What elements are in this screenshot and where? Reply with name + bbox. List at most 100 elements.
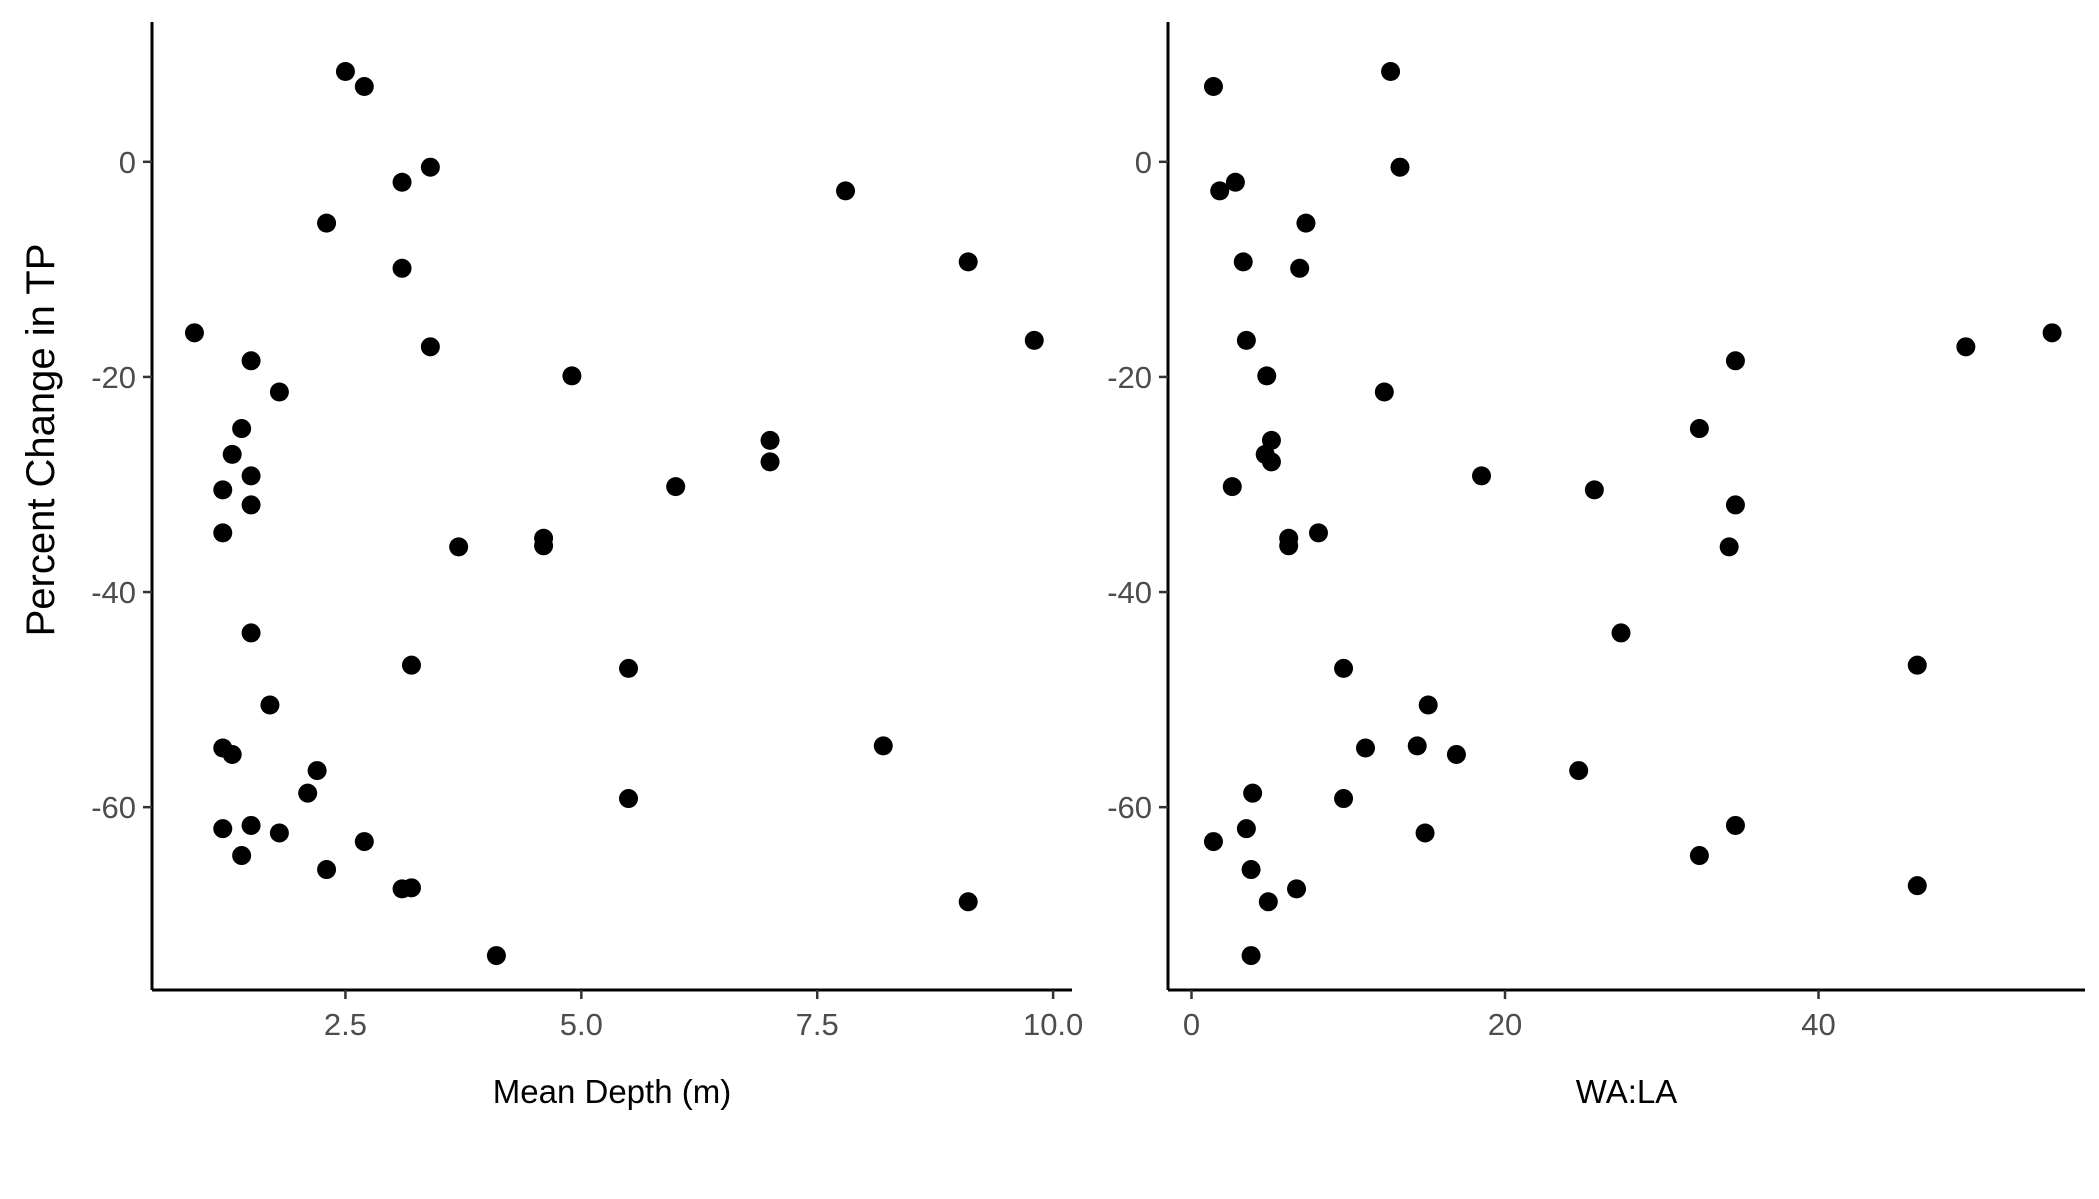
data-point <box>241 466 261 486</box>
data-point <box>1956 337 1976 357</box>
data-point <box>1689 846 1709 866</box>
data-point <box>1241 946 1261 966</box>
data-point <box>1719 537 1739 557</box>
data-point <box>1243 783 1263 803</box>
data-point <box>354 77 374 97</box>
x-axis-title: WA:LA <box>1576 1073 1677 1110</box>
data-point <box>1296 213 1316 233</box>
y-tick-label: 0 <box>119 145 136 180</box>
data-point <box>1210 181 1230 201</box>
data-point <box>1222 477 1242 497</box>
data-point <box>1415 823 1435 843</box>
y-tick-label: -60 <box>91 790 136 825</box>
panel-wa-la: 0 -20 -40 -60 0 20 40 WA:LA <box>1107 22 2085 1110</box>
x-tick-label: 0 <box>1183 1007 1200 1042</box>
data-point <box>213 819 233 839</box>
data-point <box>232 846 252 866</box>
data-point <box>1236 330 1256 350</box>
data-point <box>241 815 261 835</box>
data-point <box>873 736 893 756</box>
data-point <box>241 495 261 515</box>
data-point <box>1725 815 1745 835</box>
x-axis-title: Mean Depth (m) <box>493 1073 731 1110</box>
y-tick-label: 0 <box>1135 145 1152 180</box>
data-point <box>1225 172 1245 192</box>
data-point <box>213 523 233 543</box>
data-point <box>241 351 261 371</box>
x-tick-label: 20 <box>1488 1007 1522 1042</box>
x-tick-label: 7.5 <box>796 1007 839 1042</box>
y-tick-label: -20 <box>1107 360 1152 395</box>
data-point <box>269 382 289 402</box>
data-point <box>1390 157 1410 177</box>
data-point <box>1233 252 1253 272</box>
data-point <box>449 537 469 557</box>
x-tick-label: 2.5 <box>324 1007 367 1042</box>
data-point <box>1203 832 1223 852</box>
data-point <box>298 783 318 803</box>
data-point <box>1584 480 1604 500</box>
data-point <box>213 480 233 500</box>
data-point <box>317 860 337 880</box>
data-point <box>619 658 639 678</box>
x-tick-label: 40 <box>1801 1007 1835 1042</box>
data-point <box>1446 744 1466 764</box>
data-point <box>232 419 252 439</box>
x-tick-label: 5.0 <box>560 1007 603 1042</box>
data-point <box>1689 419 1709 439</box>
data-point <box>1308 523 1328 543</box>
data-point <box>269 823 289 843</box>
data-point <box>1418 695 1438 715</box>
data-point <box>1287 879 1307 899</box>
data-point <box>1236 819 1256 839</box>
data-point <box>222 444 242 464</box>
data-point <box>1472 466 1492 486</box>
data-point <box>666 477 686 497</box>
y-axis-title: Percent Change in TP <box>19 244 63 637</box>
data-point <box>241 623 261 643</box>
data-point <box>1907 876 1927 896</box>
data-point <box>335 61 355 81</box>
data-point <box>760 430 780 450</box>
data-point <box>1356 738 1376 758</box>
data-point <box>534 536 554 556</box>
data-point <box>1907 655 1927 675</box>
y-tick-label: -20 <box>91 360 136 395</box>
data-point <box>2042 323 2062 343</box>
y-tick-label: -40 <box>1107 575 1152 610</box>
y-tick-label: -40 <box>91 575 136 610</box>
data-point <box>420 157 440 177</box>
data-point <box>486 946 506 966</box>
data-point <box>1569 761 1589 781</box>
data-point <box>1334 658 1354 678</box>
data-point <box>317 213 337 233</box>
data-point <box>1725 351 1745 371</box>
data-point <box>1257 366 1277 386</box>
x-tick-label: 10.0 <box>1023 1007 1083 1042</box>
data-point <box>184 323 204 343</box>
data-point <box>222 744 242 764</box>
data-point <box>958 892 978 912</box>
data-point <box>401 655 421 675</box>
data-point <box>1725 495 1745 515</box>
y-tick-label: -60 <box>1107 790 1152 825</box>
data-point <box>1279 536 1299 556</box>
data-point <box>1407 736 1427 756</box>
data-point <box>420 337 440 357</box>
data-point <box>260 695 280 715</box>
data-point <box>1611 623 1631 643</box>
data-point <box>1024 330 1044 350</box>
data-point <box>1290 258 1310 278</box>
data-point <box>619 789 639 809</box>
data-point <box>392 172 412 192</box>
data-point <box>958 252 978 272</box>
data-point <box>307 761 327 781</box>
panel-mean-depth: 0 -20 -40 -60 2.5 5.0 7.5 10.0 Mean Depth (m) <box>91 22 1083 1110</box>
data-point <box>1374 382 1394 402</box>
data-point <box>1381 61 1401 81</box>
data-point <box>1334 789 1354 809</box>
data-point <box>354 832 374 852</box>
data-point <box>1261 452 1281 472</box>
